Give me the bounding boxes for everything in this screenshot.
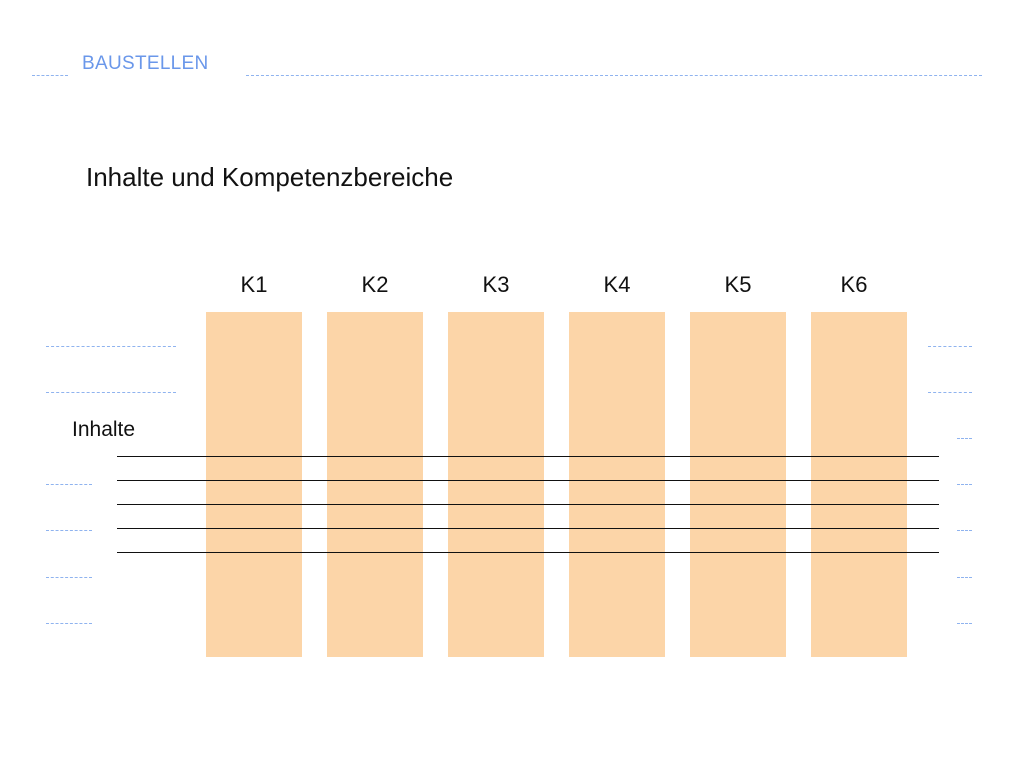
left-dash-6 bbox=[46, 623, 92, 624]
competency-column-k6 bbox=[811, 312, 907, 657]
right-dash-6 bbox=[957, 577, 972, 578]
header-title: BAUSTELLEN bbox=[82, 53, 209, 74]
competency-column-k5 bbox=[690, 312, 786, 657]
competency-column-k2 bbox=[327, 312, 423, 657]
slide-title: Inhalte und Kompetenzbereiche bbox=[86, 162, 454, 192]
left-dash-4 bbox=[46, 530, 92, 531]
right-dash-3 bbox=[957, 438, 972, 439]
content-row-line-5 bbox=[117, 552, 939, 553]
column-label-k6: K6 bbox=[840, 272, 868, 297]
left-dash-1 bbox=[46, 346, 176, 347]
right-dash-2 bbox=[928, 392, 972, 393]
content-row-line-3 bbox=[117, 504, 939, 505]
column-label-k5: K5 bbox=[724, 272, 752, 297]
header-rule-right bbox=[246, 75, 982, 76]
content-row-line-2 bbox=[117, 480, 939, 481]
content-row-line-1 bbox=[117, 456, 939, 457]
competency-column-k1 bbox=[206, 312, 302, 657]
left-dash-5 bbox=[46, 577, 92, 578]
column-label-k2: K2 bbox=[361, 272, 389, 297]
right-dash-7 bbox=[957, 623, 972, 624]
column-label-k1: K1 bbox=[240, 272, 268, 297]
competency-column-k4 bbox=[569, 312, 665, 657]
left-dash-2 bbox=[46, 392, 176, 393]
right-dash-5 bbox=[957, 530, 972, 531]
header-rule-left bbox=[32, 75, 68, 76]
left-dash-3 bbox=[46, 484, 92, 485]
right-dash-4 bbox=[957, 484, 972, 485]
column-label-k4: K4 bbox=[603, 272, 631, 297]
competency-column-k3 bbox=[448, 312, 544, 657]
row-label-inhalte: Inhalte bbox=[72, 418, 136, 441]
content-row-line-4 bbox=[117, 528, 939, 529]
column-label-k3: K3 bbox=[482, 272, 510, 297]
right-dash-1 bbox=[928, 346, 972, 347]
